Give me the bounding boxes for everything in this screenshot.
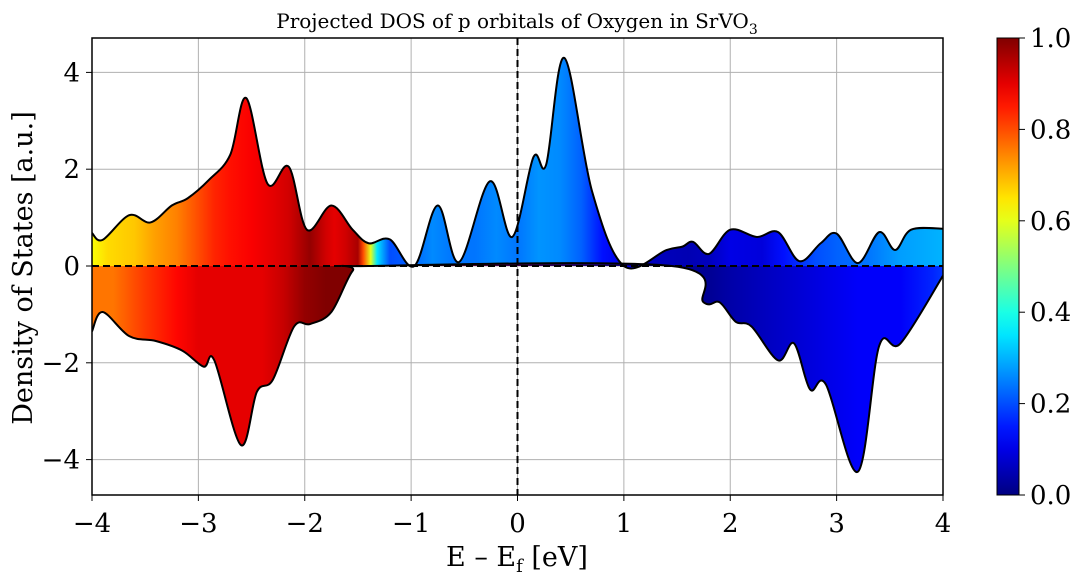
x-ticks: −4 −3 −2 −1 0 1 2 3 4: [73, 495, 951, 539]
y-axis-label: Density of States [a.u.]: [8, 111, 39, 424]
y-tick-label: 4: [63, 58, 80, 88]
y-tick-label: −4: [42, 446, 80, 476]
y-tick-label: 2: [63, 155, 80, 185]
x-tick-label: 4: [935, 509, 952, 539]
x-tick-label: −1: [392, 509, 430, 539]
colorbar-tick-label: 1.0: [1030, 24, 1071, 54]
colorbar-tick-label: 0.2: [1030, 390, 1071, 420]
y-tick-label: 0: [63, 252, 80, 282]
colorbar-tick-label: 0.8: [1030, 115, 1071, 145]
x-axis-label: E – Ef [eV]: [446, 542, 588, 577]
y-tick-label: −2: [42, 349, 80, 379]
x-tick-label: −3: [179, 509, 217, 539]
chart-title: Projected DOS of p orbitals of Oxygen in…: [276, 9, 758, 38]
colorbar-tick-label: 0.6: [1030, 207, 1071, 237]
y-ticks: −4 −2 0 2 4: [42, 58, 92, 476]
colorbar-tick-label: 0.0: [1030, 481, 1071, 511]
x-tick-label: 3: [828, 509, 845, 539]
x-tick-label: 1: [616, 509, 633, 539]
colorbar-ticks: 0.0 0.2 0.4 0.6 0.8 1.0: [1019, 24, 1071, 511]
spin-up-line: [92, 56, 943, 270]
x-tick-label: −2: [286, 509, 324, 539]
x-tick-label: 0: [509, 509, 526, 539]
colorbar-tick-label: 0.4: [1030, 298, 1071, 328]
x-tick-label: −4: [73, 509, 111, 539]
colorbar: [996, 37, 1020, 496]
x-tick-label: 2: [722, 509, 739, 539]
reference-lines: [92, 38, 943, 495]
